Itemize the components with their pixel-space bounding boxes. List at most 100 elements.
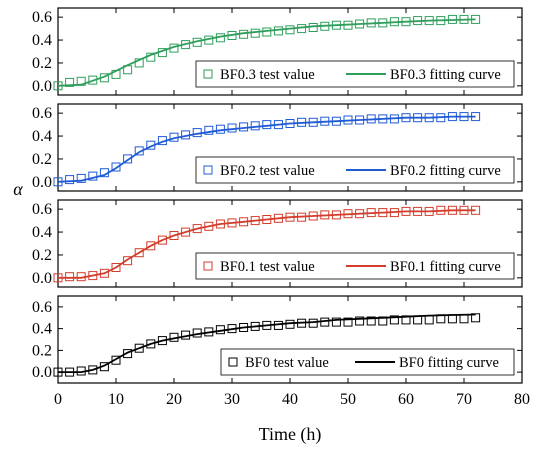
- data-point: [355, 115, 365, 125]
- data-point: [134, 343, 144, 353]
- data-point: [308, 23, 318, 32]
- legend-test-label: BF0.2 test value: [220, 163, 315, 179]
- y-tick-label: 0.6: [32, 105, 52, 122]
- y-tick-label: 0.4: [32, 321, 52, 338]
- legend-fit-label: BF0.3 fitting curve: [390, 67, 501, 83]
- data-point: [227, 324, 237, 334]
- data-point: [99, 73, 109, 83]
- data-point: [297, 117, 307, 127]
- data-point: [413, 113, 423, 123]
- data-point: [111, 162, 121, 172]
- data-point: [378, 316, 388, 326]
- data-point: [157, 336, 167, 346]
- y-tick-label: 0.6: [32, 9, 52, 26]
- data-point: [239, 29, 249, 39]
- data-point: [169, 332, 179, 342]
- legend-marker-square: [203, 165, 213, 175]
- data-point: [331, 210, 341, 220]
- data-point: [65, 175, 75, 185]
- data-point: [53, 81, 63, 91]
- legend-test-label: BF0.3 test value: [220, 67, 315, 83]
- data-point: [53, 273, 63, 283]
- data-point: [424, 113, 434, 123]
- data-point: [285, 119, 295, 128]
- data-point: [53, 177, 63, 187]
- data-point: [157, 136, 167, 146]
- data-point: [297, 318, 307, 328]
- data-point: [413, 16, 423, 26]
- legend-test-label: BF0.1 test value: [220, 259, 315, 275]
- x-tick-label: 50: [340, 391, 356, 408]
- data-point: [447, 205, 457, 215]
- data-point: [99, 362, 109, 372]
- data-point: [320, 317, 330, 327]
- y-tick-label: 0.2: [32, 342, 52, 359]
- y-tick-label: 0.0: [32, 174, 52, 191]
- data-point: [99, 168, 109, 178]
- data-point: [146, 241, 156, 251]
- data-point: [424, 206, 434, 216]
- data-point: [413, 315, 423, 325]
- data-point: [123, 256, 133, 266]
- fitting-curve: [57, 115, 476, 183]
- data-point: [169, 231, 179, 240]
- data-point: [227, 123, 237, 133]
- data-point: [181, 330, 191, 340]
- y-tick-label: 0.6: [32, 201, 52, 218]
- data-point: [65, 77, 75, 87]
- x-tick-label: 0: [54, 391, 62, 408]
- data-point: [239, 122, 249, 132]
- data-point: [320, 116, 330, 126]
- data-point: [204, 125, 214, 135]
- x-axis-title: Time (h): [259, 424, 322, 445]
- data-point: [111, 263, 121, 272]
- data-point: [88, 365, 98, 375]
- data-point: [331, 20, 341, 30]
- data-point: [447, 314, 457, 324]
- data-point: [459, 314, 469, 324]
- data-point: [378, 18, 388, 28]
- data-point: [76, 76, 86, 86]
- data-point: [239, 217, 249, 227]
- data-point: [88, 75, 98, 85]
- data-point: [413, 206, 423, 216]
- y-tick-label: 0.4: [32, 128, 52, 145]
- data-point: [471, 313, 481, 323]
- data-point: [192, 224, 202, 234]
- legend-fit-label: BF0 fitting curve: [399, 355, 499, 371]
- data-point: [123, 349, 133, 359]
- y-tick-label: 0.0: [32, 270, 52, 287]
- data-point: [308, 211, 318, 221]
- data-point: [123, 154, 133, 164]
- x-tick-label: 20: [166, 391, 182, 408]
- data-point: [366, 114, 376, 124]
- data-point: [215, 325, 225, 335]
- y-tick-label: 0.0: [32, 78, 52, 95]
- y-tick-label: 0.4: [32, 224, 52, 241]
- data-point: [401, 315, 411, 325]
- data-point: [227, 218, 237, 228]
- data-point: [215, 33, 225, 43]
- y-tick-label: 0.2: [32, 151, 52, 168]
- data-point: [262, 120, 272, 130]
- data-point: [471, 205, 481, 215]
- data-point: [134, 248, 144, 258]
- data-point: [215, 124, 225, 134]
- data-point: [320, 21, 330, 31]
- legend-marker-square: [228, 357, 238, 367]
- data-point: [262, 320, 272, 330]
- data-point: [355, 209, 365, 219]
- data-point: [262, 27, 272, 37]
- data-point: [366, 316, 376, 326]
- data-point: [134, 58, 144, 68]
- y-tick-label: 0.4: [32, 32, 52, 49]
- data-point: [204, 35, 214, 45]
- data-point: [459, 205, 469, 215]
- data-point: [192, 37, 202, 47]
- data-point: [471, 14, 481, 24]
- data-point: [285, 319, 295, 329]
- data-point: [53, 367, 63, 377]
- x-tick-label: 80: [514, 391, 530, 408]
- legend-marker-square: [203, 69, 213, 79]
